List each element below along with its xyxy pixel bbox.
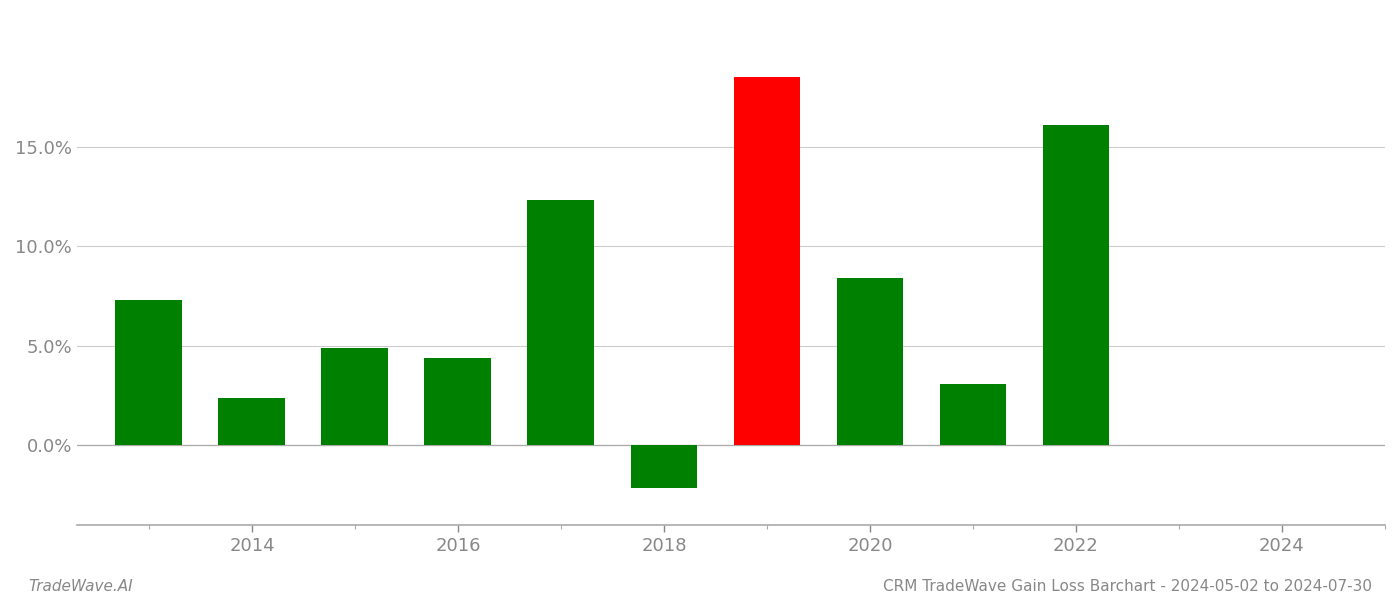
Bar [424,358,491,445]
Bar [218,398,286,445]
Text: TradeWave.AI: TradeWave.AI [28,579,133,594]
Bar [837,278,903,445]
Bar [1043,125,1109,445]
Text: CRM TradeWave Gain Loss Barchart - 2024-05-02 to 2024-07-30: CRM TradeWave Gain Loss Barchart - 2024-… [883,579,1372,594]
Bar [939,384,1007,445]
Bar [630,445,697,488]
Bar [322,348,388,445]
Bar [528,200,595,445]
Bar [734,77,801,445]
Bar [115,300,182,445]
